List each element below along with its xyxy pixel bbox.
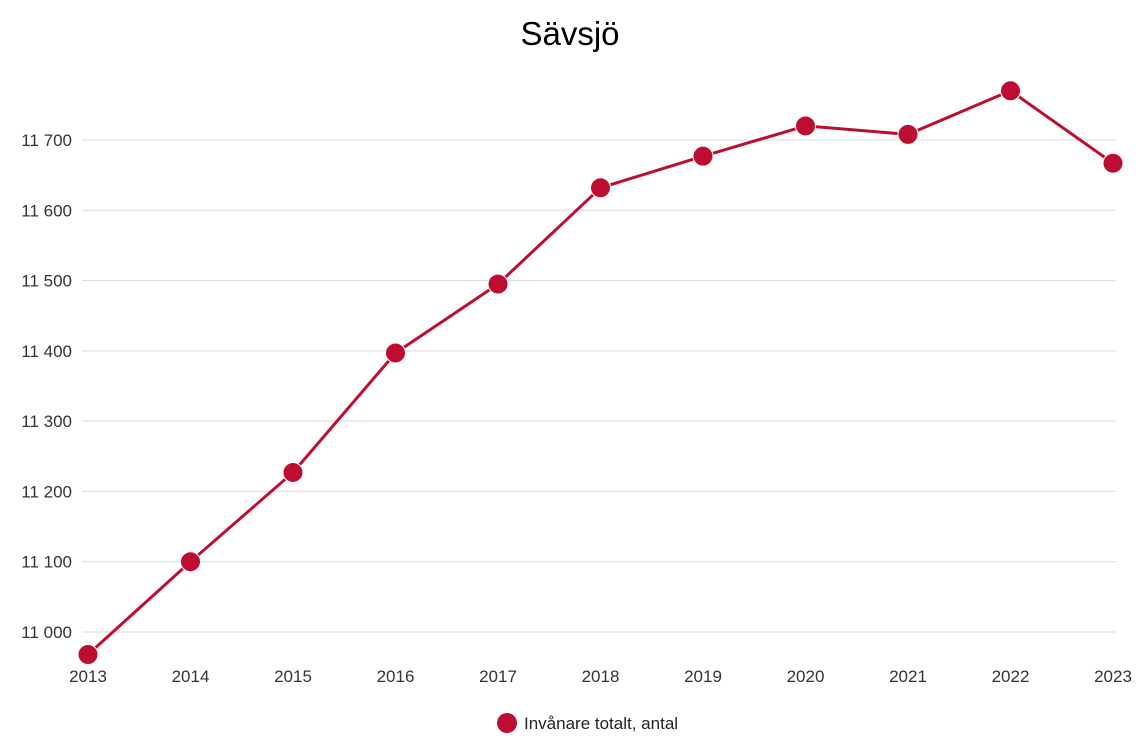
y-tick-label: 11 000 — [21, 623, 72, 642]
data-point — [282, 461, 304, 483]
x-tick-label: 2016 — [377, 667, 415, 686]
data-point — [1000, 80, 1021, 102]
chart-title: Sävsjö — [520, 15, 619, 52]
x-tick-label: 2021 — [889, 667, 927, 686]
x-tick-label: 2013 — [69, 667, 107, 686]
x-tick-label: 2023 — [1094, 667, 1132, 686]
legend-marker — [497, 713, 517, 733]
x-tick-label: 2015 — [274, 667, 312, 686]
data-point — [692, 145, 714, 167]
data-point — [385, 342, 406, 364]
legend-label: Invånare totalt, antal — [524, 714, 678, 733]
y-tick-label: 11 500 — [21, 272, 72, 291]
x-tick-label: 2022 — [992, 667, 1030, 686]
data-point — [590, 177, 611, 199]
data-point — [487, 273, 509, 295]
data-point — [77, 643, 99, 665]
x-tick-label: 2014 — [172, 667, 210, 686]
x-axis-tick-labels: 2013 2014 2015 2016 2017 2018 2019 2020 2021 2022… — [69, 667, 1132, 686]
grid-lines — [82, 139, 1116, 633]
y-tick-label: 11 600 — [21, 201, 72, 220]
x-tick-label: 2020 — [787, 667, 825, 686]
data-point — [180, 551, 201, 573]
data-point — [897, 123, 919, 145]
y-tick-label: 11 200 — [21, 482, 72, 501]
x-tick-label: 2018 — [582, 667, 620, 686]
data-point — [795, 115, 816, 137]
series-line — [86, 89, 1114, 656]
y-tick-label: 11 700 — [21, 131, 72, 150]
x-tick-label: 2019 — [684, 667, 722, 686]
y-tick-label: 11 100 — [21, 553, 72, 572]
x-tick-label: 2017 — [479, 667, 517, 686]
legend: Invånare totalt, antal — [497, 713, 678, 733]
series-layer — [77, 80, 1124, 665]
y-tick-label: 11 400 — [21, 342, 72, 361]
y-tick-label: 11 300 — [21, 412, 72, 431]
data-point — [1102, 152, 1124, 174]
y-axis-tick-labels: 11 000 11 100 11 200 11 300 11 400 11 500 11 6… — [21, 131, 72, 642]
